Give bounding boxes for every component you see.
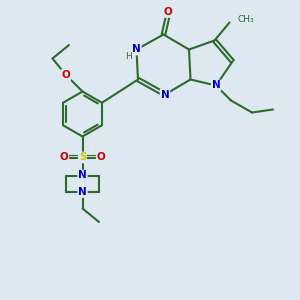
Text: O: O [59,152,68,163]
Text: N: N [132,44,141,55]
Text: N: N [212,80,220,91]
Text: N: N [78,170,87,181]
Text: N: N [78,187,87,197]
Text: O: O [164,7,172,17]
Text: S: S [79,152,86,163]
Text: CH₃: CH₃ [237,15,253,24]
Text: N: N [160,89,169,100]
Text: O: O [61,70,70,80]
Text: H: H [126,52,132,61]
Text: O: O [97,152,106,163]
